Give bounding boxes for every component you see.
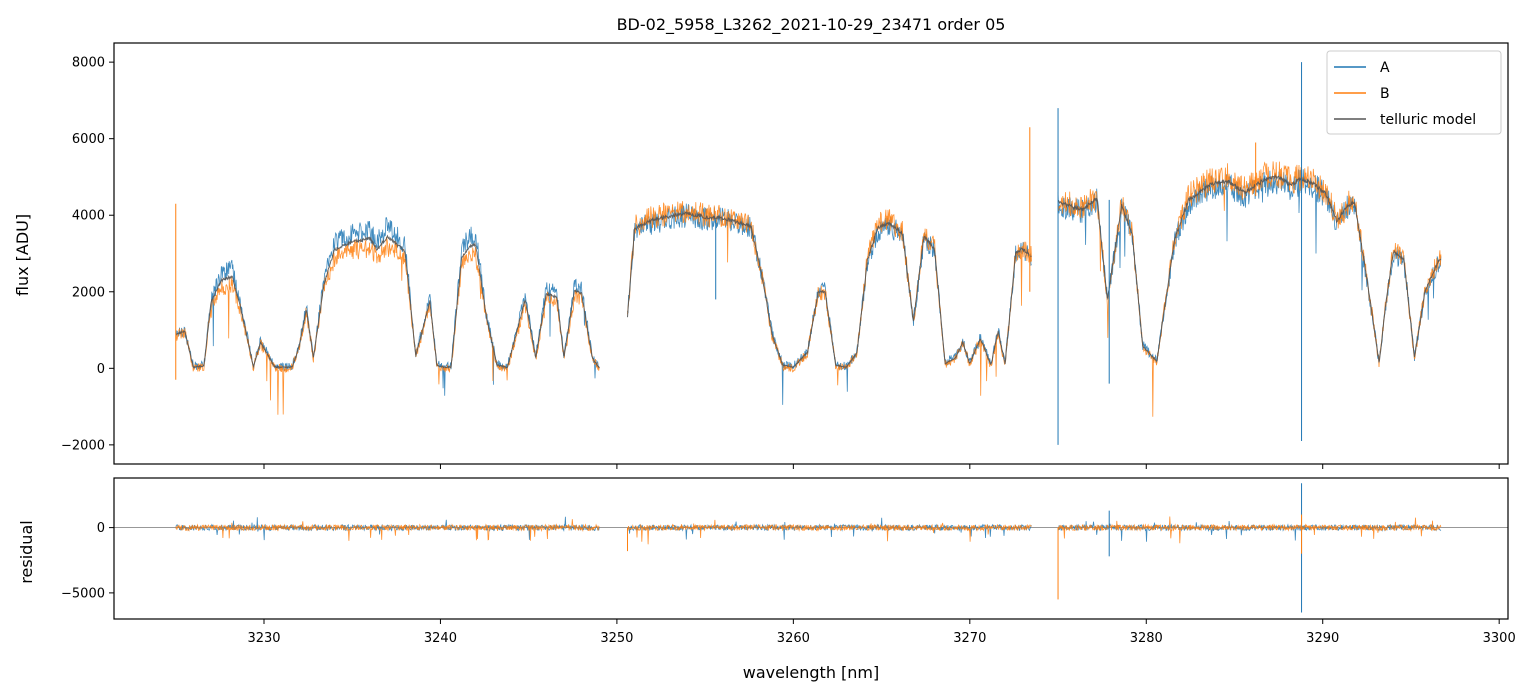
residual-xtick-label: 3230 <box>247 631 280 646</box>
flux-ytick-label: 4000 <box>72 209 105 224</box>
flux-panel: −2000 0 2000 4000 6000 8000 flux [ADU] ABtell… <box>13 42 1509 469</box>
residual-ylabel: residual <box>17 520 36 583</box>
residual-ytick-label: −5000 <box>61 586 105 601</box>
flux-ytick-label: 0 <box>97 362 105 377</box>
series-telluric-model-segment-3 <box>1058 173 1442 363</box>
residual-xtick-label: 3290 <box>1306 631 1339 646</box>
legend-label-3: telluric model <box>1380 112 1476 128</box>
series-b-segment-2 <box>627 201 1032 396</box>
residual-panel-frame <box>113 477 1509 620</box>
residual-axis-ticks: −5000 0 3230 3240 3250 3260 3270 3280 3290 3300 <box>61 521 1516 646</box>
wavelength-xlabel: wavelength [nm] <box>743 663 880 682</box>
residual-xtick-label: 3260 <box>777 631 810 646</box>
residual-xtick-label: 3300 <box>1483 631 1516 646</box>
residual-panel: −5000 0 3230 3240 3250 3260 3270 3280 3290 3300 r… <box>17 477 1516 682</box>
residual-a-segment-3 <box>1057 520 1442 542</box>
legend-box <box>1326 50 1502 135</box>
residual-b-segment-1 <box>175 519 600 541</box>
flux-axis-ticks: −2000 0 2000 4000 6000 8000 <box>61 56 1500 469</box>
flux-ytick-label: −2000 <box>61 438 105 453</box>
series-telluric-model-segment-2 <box>627 210 1032 369</box>
residual-b-segment-3 <box>1057 516 1442 544</box>
residual-b-segment-2 <box>627 519 1032 545</box>
series-a-segment-2 <box>627 203 1032 405</box>
series-a-segment-3 <box>1057 169 1442 364</box>
flux-ylabel: flux [ADU] <box>13 214 32 296</box>
legend-label-2: B <box>1380 86 1390 102</box>
series-b-segment-1 <box>175 236 600 415</box>
series-telluric-model-segment-1 <box>175 234 600 369</box>
legend-label-1: A <box>1380 60 1390 76</box>
chart-title: BD-02_5958_L3262_2021-10-29_23471 order … <box>617 15 1006 35</box>
residual-xtick-label: 3280 <box>1130 631 1163 646</box>
flux-ytick-label: 2000 <box>72 285 105 300</box>
flux-ytick-label: 6000 <box>72 132 105 147</box>
flux-panel-frame <box>113 42 1509 465</box>
residual-xtick-label: 3250 <box>600 631 633 646</box>
residual-xtick-label: 3270 <box>953 631 986 646</box>
residual-ytick-label: 0 <box>97 521 105 536</box>
residual-xtick-label: 3240 <box>424 631 457 646</box>
flux-ytick-label: 8000 <box>72 56 105 71</box>
residual-plot-area <box>114 483 1508 613</box>
flux-plot-area <box>175 62 1442 445</box>
